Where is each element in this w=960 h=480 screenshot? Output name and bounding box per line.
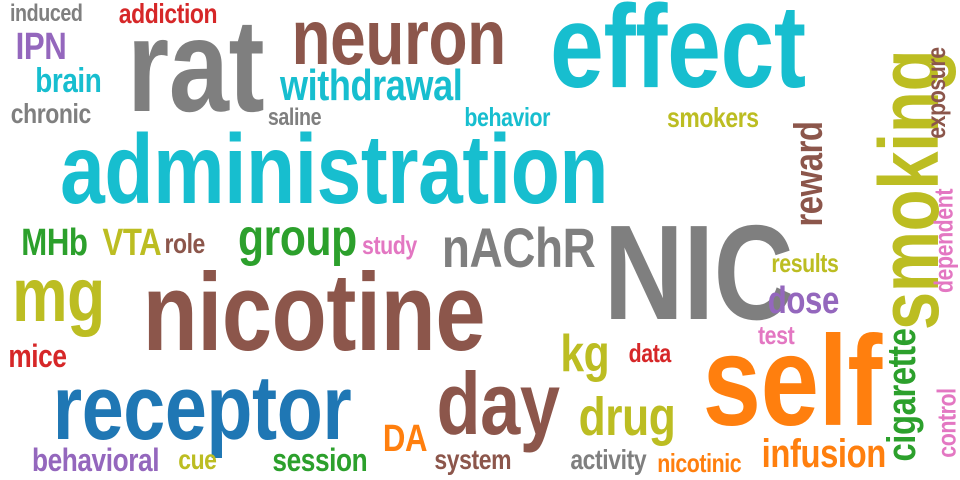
word-exposure: exposure	[920, 47, 951, 139]
word-results: results	[771, 248, 839, 278]
word-behavior: behavior	[464, 102, 550, 132]
word-nicotinic: nicotinic	[657, 448, 742, 478]
word-activity: activity	[570, 444, 647, 475]
word-behavioral: behavioral	[31, 442, 160, 478]
word-neuron: neuron	[291, 0, 507, 81]
word-smokers: smokers	[667, 102, 759, 133]
word-administration: administration	[60, 114, 609, 224]
word-mice: mice	[8, 338, 67, 374]
word-group: group	[238, 209, 357, 267]
word-kg: kg	[560, 325, 610, 383]
word-saline: saline	[267, 104, 322, 131]
word-mg: mg	[12, 253, 105, 338]
word-rat: rat	[127, 0, 265, 139]
word-drug: drug	[578, 387, 676, 447]
word-control: control	[931, 388, 960, 458]
word-system: system	[434, 444, 512, 475]
word-nAChR: nAChR	[441, 216, 596, 279]
word-dose: dose	[767, 280, 840, 322]
word-self: self	[702, 310, 883, 453]
word-session: session	[272, 442, 368, 478]
word-infusion: infusion	[761, 432, 887, 476]
word-study: study	[362, 230, 417, 260]
word-withdrawal: withdrawal	[280, 61, 463, 110]
word-DA: DA	[382, 418, 428, 460]
word-nicotine: nicotine	[142, 251, 486, 374]
word-MHb: MHb	[21, 222, 88, 264]
word-effect: effect	[550, 0, 806, 113]
word-cigarette: cigarette	[880, 328, 925, 462]
word-VTA: VTA	[102, 222, 162, 264]
word-induced: induced	[9, 0, 83, 27]
word-cue: cue	[178, 444, 217, 475]
word-role: role	[164, 228, 205, 259]
word-IPN: IPN	[15, 26, 67, 68]
word-data: data	[628, 338, 672, 368]
word-day: day	[436, 354, 561, 453]
word-addiction: addiction	[118, 0, 218, 29]
word-test: test	[757, 320, 795, 350]
word-reward: reward	[787, 121, 832, 227]
word-dependent: dependent	[928, 188, 959, 294]
word-NIC: NIC	[603, 197, 794, 348]
word-receptor: receptor	[52, 357, 352, 459]
word-brain: brain	[35, 62, 102, 100]
word-chronic: chronic	[10, 98, 91, 129]
